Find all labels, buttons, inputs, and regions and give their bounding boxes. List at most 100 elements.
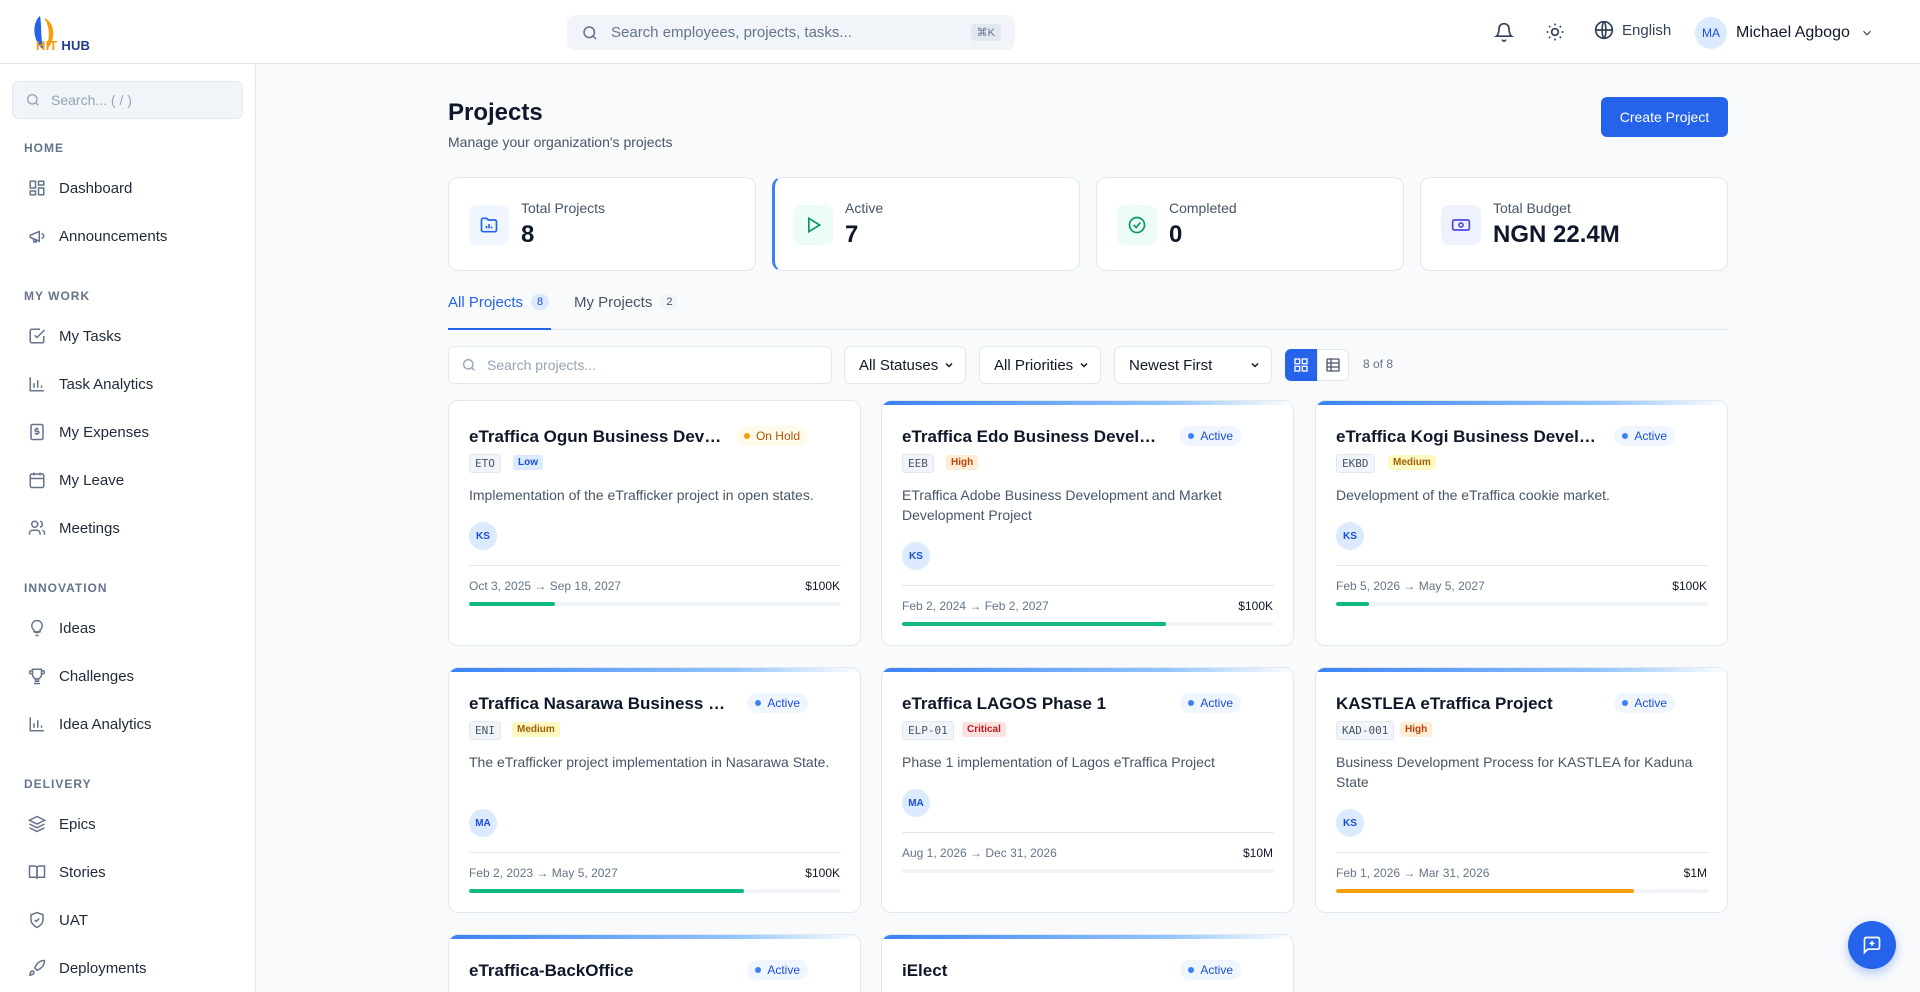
rocket-icon — [27, 958, 47, 978]
tab-all-projects[interactable]: All Projects 8 — [448, 294, 551, 330]
priority-filter-select[interactable]: All Priorities — [979, 346, 1101, 384]
project-card[interactable]: eTraffica Ogun Business Develo... On Hol… — [448, 400, 861, 646]
tab-count: 8 — [531, 294, 550, 310]
tab-label: My Projects — [574, 294, 653, 311]
status-text: Active — [1634, 429, 1667, 443]
status-dot — [1188, 433, 1195, 439]
project-card[interactable]: eTraffica Kogi Business Develop... Activ… — [1315, 400, 1728, 646]
megaphone-icon — [27, 226, 47, 246]
sidebar-item-label: Deployments — [59, 959, 147, 977]
project-title: eTraffica LAGOS Phase 1 — [902, 694, 1107, 713]
card-accent-line — [449, 668, 860, 672]
status-text: On Hold — [755, 429, 800, 443]
progress-fill — [469, 889, 745, 893]
progress-bar — [902, 869, 1274, 873]
sidebar-item-my-tasks[interactable]: My Tasks — [12, 316, 243, 356]
sidebar-item-label: My Tasks — [59, 327, 122, 345]
stat-value: 7 — [845, 221, 859, 248]
project-card[interactable]: KASTLEA eTraffica Project Active KAD-001… — [1315, 667, 1728, 913]
grid-icon — [1294, 358, 1308, 372]
sidebar-item-dashboard[interactable]: Dashboard — [12, 168, 243, 208]
sidebar-item-label: My Expenses — [59, 423, 150, 441]
card-accent-line — [1316, 668, 1727, 672]
avatar: KS — [1336, 809, 1364, 837]
priority-badge: High — [946, 455, 979, 470]
check-circle-icon — [1117, 205, 1157, 245]
project-card[interactable]: eTraffica-BackOffice Active — [448, 934, 861, 992]
project-card[interactable]: iElect Active — [881, 934, 1294, 992]
project-card[interactable]: eTraffica LAGOS Phase 1 Active ELP-01 Cr… — [881, 667, 1294, 913]
user-menu[interactable]: MA Michael Agbogo — [1695, 17, 1874, 49]
table-view-button[interactable] — [1317, 349, 1349, 381]
card-accent-line — [1316, 401, 1727, 405]
progress-bar — [469, 889, 841, 893]
card-accent-line — [882, 935, 1293, 939]
stat-label: Completed — [1169, 200, 1237, 216]
receipt-icon — [27, 422, 47, 442]
sort-value: Newest First — [1129, 356, 1213, 374]
sidebar-item-challenges[interactable]: Challenges — [12, 656, 243, 696]
sun-icon — [1546, 23, 1564, 41]
global-search-placeholder: Search employees, projects, tasks... — [611, 24, 852, 41]
avatar: KS — [469, 522, 497, 550]
project-dates: Aug 1, 2026 → Dec 31, 2026 — [902, 846, 1057, 860]
sidebar-item-label: Announcements — [59, 227, 168, 245]
sidebar-item-label: Stories — [59, 863, 106, 881]
progress-fill — [902, 622, 1167, 626]
tab-label: All Projects — [448, 294, 524, 311]
sidebar-item-stories[interactable]: Stories — [12, 852, 243, 892]
sidebar-item-label: Challenges — [59, 667, 135, 685]
language-switcher[interactable]: English — [1594, 20, 1671, 40]
progress-bar — [469, 602, 841, 606]
create-project-button[interactable]: Create Project — [1601, 97, 1728, 137]
project-title: eTraffica Nasarawa Business Dev... — [469, 694, 729, 713]
sidebar-item-task-analytics[interactable]: Task Analytics — [12, 364, 243, 404]
sidebar-item-deployments[interactable]: Deployments — [12, 948, 243, 988]
sidebar-search-input[interactable]: Search... ( / ) — [12, 81, 243, 119]
priority-filter-value: All Priorities — [994, 356, 1074, 374]
book-icon — [27, 862, 47, 882]
grid-view-button[interactable] — [1285, 349, 1317, 381]
sort-select[interactable]: Newest First — [1114, 346, 1272, 384]
folder-chart-icon — [469, 205, 509, 245]
project-budget: $100K — [805, 866, 840, 880]
status-text: Active — [1200, 963, 1233, 977]
sidebar-item-uat[interactable]: UAT — [12, 900, 243, 940]
sidebar-item-label: Meetings — [59, 519, 120, 537]
project-description: The eTrafficker project implementation i… — [469, 754, 830, 770]
project-code: ELP-01 — [902, 721, 954, 740]
status-filter-select[interactable]: All Statuses — [844, 346, 966, 384]
notifications-button[interactable] — [1492, 20, 1516, 44]
project-card[interactable]: eTraffica Edo Business Develope... Activ… — [881, 400, 1294, 646]
priority-badge: Low — [513, 455, 543, 470]
divider — [902, 832, 1274, 833]
sidebar-item-announcements[interactable]: Announcements — [12, 216, 243, 256]
project-code: ENI — [469, 721, 501, 740]
globe-icon — [1594, 20, 1614, 40]
sidebar-item-ideas[interactable]: Ideas — [12, 608, 243, 648]
search-icon — [583, 25, 597, 40]
status-text: Active — [1634, 696, 1667, 710]
project-card[interactable]: eTraffica Nasarawa Business Dev... Activ… — [448, 667, 861, 913]
sidebar-item-my-leave[interactable]: My Leave — [12, 460, 243, 500]
table-icon — [1326, 358, 1340, 372]
tab-my-projects[interactable]: My Projects 2 — [574, 294, 679, 330]
app-logo[interactable]: HIT HUB — [30, 12, 110, 54]
sidebar-item-label: UAT — [59, 911, 88, 929]
theme-toggle-button[interactable] — [1543, 20, 1567, 44]
priority-badge: Medium — [1388, 455, 1436, 470]
project-title: eTraffica Ogun Business Develo... — [469, 427, 729, 446]
sidebar-item-epics[interactable]: Epics — [12, 804, 243, 844]
project-search-input[interactable]: Search projects... — [448, 346, 832, 384]
sidebar-item-meetings[interactable]: Meetings — [12, 508, 243, 548]
stat-label: Total Projects — [521, 200, 606, 216]
chat-button[interactable] — [1848, 921, 1896, 969]
progress-fill — [1336, 889, 1634, 893]
layers-icon — [27, 814, 47, 834]
avatar: MA — [469, 809, 497, 837]
global-search-input[interactable]: Search employees, projects, tasks... ⌘K — [567, 15, 1015, 50]
status-text: Active — [767, 696, 800, 710]
sidebar-item-idea-analytics[interactable]: Idea Analytics — [12, 704, 243, 744]
sidebar-item-my-expenses[interactable]: My Expenses — [12, 412, 243, 452]
chevron-down-icon — [1251, 362, 1259, 368]
